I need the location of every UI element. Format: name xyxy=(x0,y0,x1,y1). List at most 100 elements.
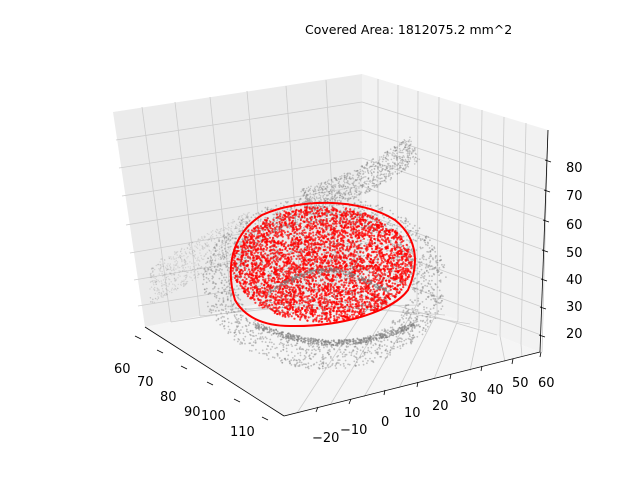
cloud-point xyxy=(318,347,320,349)
cloud-point xyxy=(382,336,384,338)
cloud-point xyxy=(396,339,398,341)
cloud-point xyxy=(299,335,301,337)
cloud-point xyxy=(361,187,363,189)
cloud-point xyxy=(389,224,391,226)
cloud-point xyxy=(202,246,203,247)
cloud-point xyxy=(308,362,310,364)
cloud-point xyxy=(214,239,215,240)
cloud-point xyxy=(320,360,322,362)
cloud-point xyxy=(400,348,402,350)
cloud-point xyxy=(335,367,337,369)
cloud-point xyxy=(323,347,325,349)
cloud-point xyxy=(281,343,283,345)
cloud-point xyxy=(413,151,415,153)
cloud-point xyxy=(363,340,365,342)
cloud-point xyxy=(431,286,433,288)
cloud-point xyxy=(265,341,267,343)
cloud-point xyxy=(297,219,299,221)
cloud-point xyxy=(346,173,348,175)
cloud-point xyxy=(211,235,212,236)
cloud-point xyxy=(414,148,416,150)
cloud-point xyxy=(373,185,375,187)
cloud-point xyxy=(410,340,412,342)
cloud-point xyxy=(399,148,401,150)
cloud-point xyxy=(226,228,227,229)
cloud-point xyxy=(387,332,389,334)
cloud-point xyxy=(407,225,409,227)
cloud-point xyxy=(311,200,313,202)
cloud-point xyxy=(429,316,431,318)
cloud-point xyxy=(333,340,335,342)
cloud-point xyxy=(404,146,406,148)
cloud-point xyxy=(180,271,181,272)
cloud-point xyxy=(272,356,274,358)
cloud-point xyxy=(299,361,301,363)
cloud-point xyxy=(161,292,162,293)
cloud-point xyxy=(406,147,408,149)
cloud-point xyxy=(212,281,214,283)
cloud-point xyxy=(417,273,419,275)
cloud-point xyxy=(413,281,415,283)
cloud-point xyxy=(374,350,376,352)
cloud-point xyxy=(419,227,421,229)
cloud-point xyxy=(315,350,317,352)
cloud-point xyxy=(399,151,401,153)
cloud-point xyxy=(427,326,429,328)
cloud-point xyxy=(344,175,346,177)
cloud-point xyxy=(343,186,345,188)
cloud-point xyxy=(187,256,188,257)
cloud-point xyxy=(408,318,410,320)
cloud-point xyxy=(324,182,326,184)
cloud-point xyxy=(218,258,219,259)
cloud-point xyxy=(383,339,385,341)
cloud-point xyxy=(217,291,219,293)
covered-point xyxy=(272,231,274,233)
cloud-point xyxy=(328,341,330,343)
cloud-point xyxy=(162,297,163,298)
cloud-point xyxy=(435,255,437,257)
cloud-point xyxy=(202,283,204,285)
cloud-point xyxy=(155,282,156,283)
cloud-point xyxy=(407,153,409,155)
cloud-point xyxy=(224,279,226,281)
cloud-point xyxy=(247,215,248,216)
cloud-point xyxy=(216,244,217,245)
cloud-point xyxy=(227,225,228,226)
cloud-point xyxy=(238,298,240,300)
cloud-point xyxy=(399,341,401,343)
cloud-point xyxy=(383,155,385,157)
cloud-point xyxy=(191,263,192,264)
cloud-point xyxy=(312,197,314,199)
cloud-point xyxy=(374,357,376,359)
cloud-point xyxy=(223,258,225,260)
cloud-point xyxy=(175,265,176,266)
cloud-point xyxy=(155,293,156,294)
covered-point xyxy=(317,286,319,288)
cloud-point xyxy=(437,262,439,264)
cloud-point xyxy=(253,322,255,324)
cloud-point xyxy=(407,325,409,327)
cloud-point xyxy=(245,308,247,310)
cloud-point xyxy=(187,248,188,249)
cloud-point xyxy=(399,166,401,168)
cloud-point xyxy=(375,205,377,207)
cloud-point xyxy=(371,347,373,349)
cloud-point xyxy=(338,181,340,183)
cloud-point xyxy=(282,210,284,212)
cloud-point xyxy=(412,330,414,332)
cloud-point xyxy=(348,197,350,199)
cloud-point xyxy=(246,318,248,320)
cloud-point xyxy=(176,263,177,264)
cloud-point xyxy=(373,335,375,337)
cloud-point xyxy=(312,343,314,345)
cloud-point xyxy=(230,331,232,333)
cloud-point xyxy=(189,261,190,262)
cloud-point xyxy=(164,282,165,283)
cloud-point xyxy=(393,321,395,323)
cloud-point xyxy=(280,203,282,205)
cloud-point xyxy=(396,159,398,161)
cloud-point xyxy=(187,272,188,273)
cloud-point xyxy=(353,343,355,345)
